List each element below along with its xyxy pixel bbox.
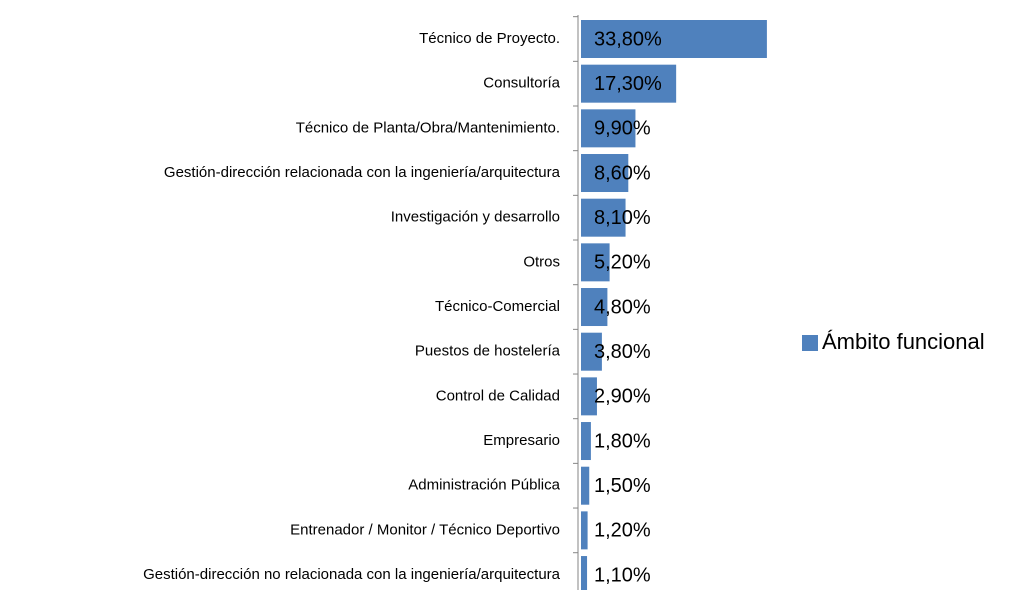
- bar: [581, 64, 677, 103]
- bar: [581, 154, 629, 193]
- bar: [581, 511, 588, 550]
- data-label: 1,80%: [594, 430, 651, 452]
- data-label: 4,80%: [594, 296, 651, 318]
- category-label: Administración Pública: [408, 477, 560, 494]
- data-label: 1,10%: [594, 564, 651, 586]
- category-label: Empresario: [483, 432, 560, 449]
- category-label: Técnico-Comercial: [435, 298, 560, 315]
- category-label: Investigación y desarrollo: [391, 209, 560, 226]
- category-label: Entrenador / Monitor / Técnico Deportivo: [290, 521, 560, 538]
- legend-swatch: [802, 335, 818, 351]
- bar: [581, 377, 597, 416]
- category-label: Puestos de hostelería: [415, 343, 561, 360]
- category-label: Técnico de Proyecto.: [419, 30, 560, 47]
- data-label: 5,20%: [594, 252, 651, 274]
- data-label: 9,90%: [594, 118, 651, 140]
- data-label: 17,30%: [594, 73, 662, 95]
- data-label: 1,20%: [594, 520, 651, 542]
- data-label: 8,60%: [594, 162, 651, 184]
- legend-label: Ámbito funcional: [822, 329, 985, 354]
- bar: [581, 422, 591, 461]
- category-label: Gestión-dirección relacionada con la ing…: [164, 164, 561, 181]
- bar: [581, 556, 588, 590]
- category-label: Consultoría: [483, 75, 560, 92]
- data-label: 3,80%: [594, 341, 651, 363]
- bar: [581, 243, 610, 282]
- bar: [581, 198, 626, 237]
- bar: [581, 466, 590, 505]
- data-label: 2,90%: [594, 386, 651, 408]
- bar: [581, 288, 608, 327]
- data-label: 33,80%: [594, 28, 662, 50]
- data-label: 1,50%: [594, 475, 651, 497]
- category-label: Técnico de Planta/Obra/Mantenimiento.: [296, 119, 560, 136]
- category-label: Control de Calidad: [436, 387, 560, 404]
- bar: [581, 109, 636, 148]
- bar: [581, 332, 602, 371]
- bar: [581, 20, 767, 58]
- data-label: 8,10%: [594, 207, 651, 229]
- category-label: Gestión-dirección no relacionada con la …: [143, 566, 561, 583]
- category-label: Otros: [523, 253, 560, 270]
